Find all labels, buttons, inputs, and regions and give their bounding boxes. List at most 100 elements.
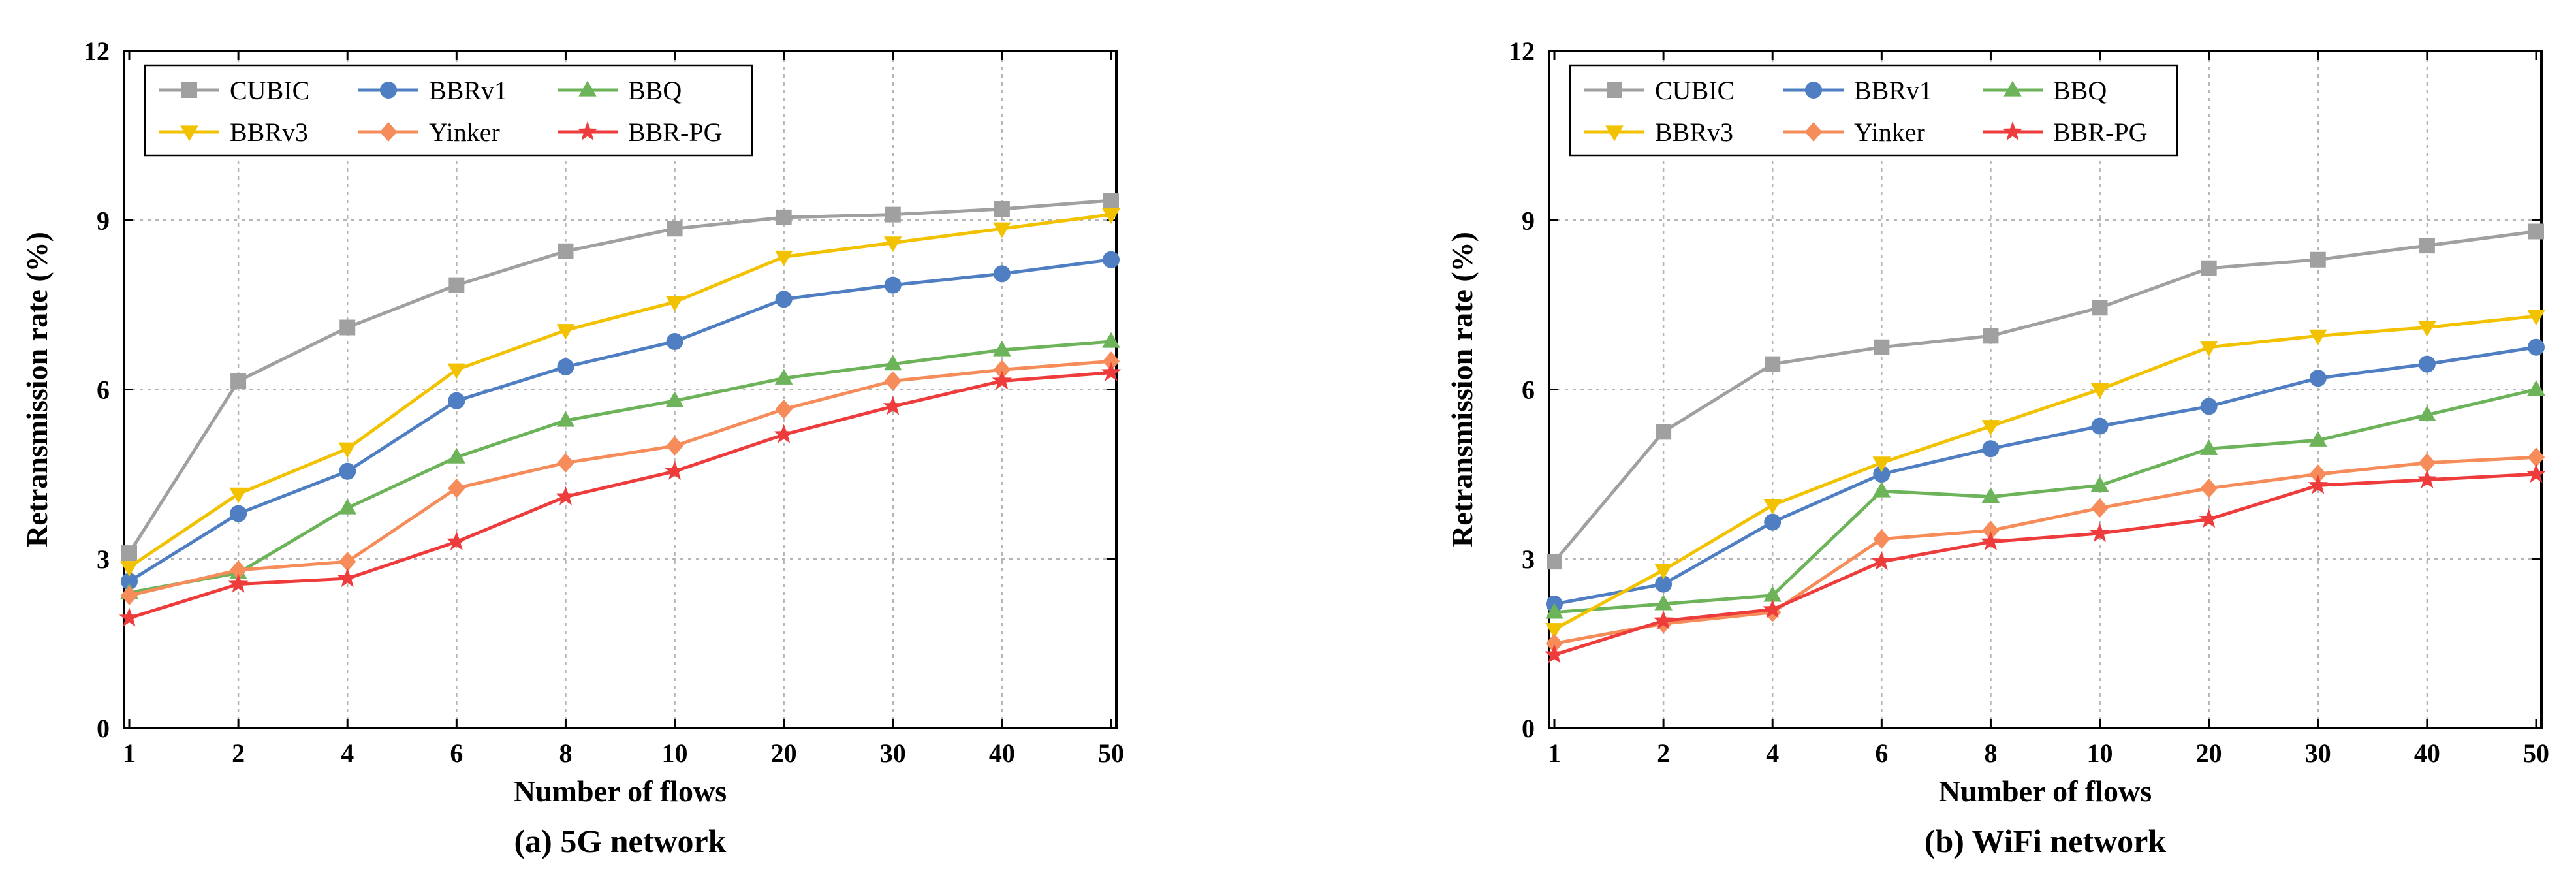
- series-cubic: [1547, 223, 2544, 570]
- legend-label: Yinker: [1854, 118, 1925, 147]
- data-point: [1102, 351, 1120, 372]
- legend-label: BBRv1: [429, 76, 507, 105]
- data-point: [119, 607, 140, 627]
- series-line: [128, 258, 1112, 583]
- data-point: [2418, 405, 2436, 421]
- data-point: [1763, 586, 1782, 602]
- legend-label: BBQ: [2053, 76, 2107, 105]
- legend-label: CUBIC: [230, 76, 309, 105]
- series-line: [1554, 472, 2537, 657]
- y-tick-label: 9: [97, 206, 110, 235]
- data-point: [1982, 520, 2000, 541]
- series-bbq: [1545, 380, 2545, 619]
- data-point: [666, 333, 683, 351]
- data-point: [447, 447, 466, 464]
- data-point: [448, 277, 465, 293]
- x-axis-title: Number of flows: [1939, 774, 2152, 808]
- data-point: [2309, 370, 2327, 387]
- data-point: [667, 221, 683, 237]
- data-point: [775, 291, 793, 308]
- series-bbr-pg: [119, 362, 1122, 627]
- series-line: [1553, 230, 2537, 563]
- legend-label: Yinker: [429, 118, 500, 147]
- legend-item-bbrv1: BBRv1: [1783, 76, 1932, 105]
- legend-marker: [380, 82, 397, 99]
- series-line: [1554, 345, 2537, 606]
- x-tick-label: 1: [123, 739, 136, 768]
- x-tick-label: 6: [450, 739, 463, 768]
- data-point: [1765, 356, 1781, 372]
- data-point: [2308, 329, 2327, 345]
- legend-label: BBRv1: [1854, 76, 1932, 105]
- legend-marker: [577, 121, 598, 141]
- data-point: [1873, 466, 1891, 483]
- x-tick-label: 10: [2087, 739, 2113, 768]
- data-point: [2199, 509, 2220, 528]
- legend-item-bbrv3: BBRv3: [159, 118, 308, 147]
- data-point: [2419, 238, 2435, 254]
- legend-label: BBR-PG: [628, 118, 723, 147]
- data-point: [1656, 424, 1672, 440]
- data-point: [229, 487, 247, 503]
- data-point: [993, 360, 1011, 380]
- data-point: [665, 295, 684, 311]
- legend-label: BBRv3: [1655, 118, 1733, 147]
- legend: CUBIC BBRv1 BBQ BBRv3 Yinker BBR-PG: [144, 64, 753, 157]
- data-point: [339, 552, 356, 572]
- data-point: [2528, 338, 2545, 356]
- legend-item-bbq: BBQ: [1983, 76, 2107, 105]
- series-line: [129, 359, 1112, 597]
- data-point: [1103, 251, 1120, 268]
- series-line: [129, 371, 1112, 620]
- y-tick-label: 12: [84, 37, 110, 66]
- legend-marker: [1605, 125, 1624, 142]
- data-point: [883, 396, 903, 415]
- y-tick-label: 12: [1509, 37, 1535, 66]
- data-point: [884, 276, 902, 294]
- data-point: [1872, 481, 1891, 498]
- series-line: [127, 199, 1112, 554]
- data-point: [1545, 623, 1563, 639]
- data-point: [1873, 529, 1891, 549]
- data-point: [775, 399, 793, 419]
- x-tick-label: 40: [2414, 739, 2440, 768]
- data-point: [339, 462, 356, 480]
- legend-marker: [180, 125, 198, 142]
- data-point: [1874, 339, 1890, 355]
- data-point: [666, 436, 683, 456]
- data-point: [1983, 328, 1999, 344]
- x-tick-label: 40: [989, 739, 1015, 768]
- x-tick-label: 6: [1875, 739, 1888, 768]
- data-point: [230, 505, 247, 522]
- y-tick-label: 9: [1522, 206, 1535, 235]
- data-point: [2309, 464, 2327, 485]
- data-point: [2092, 300, 2108, 316]
- legend-label: BBR-PG: [2053, 118, 2148, 147]
- data-point: [2090, 476, 2109, 492]
- data-point: [883, 355, 902, 371]
- panel-caption: (a) 5G network: [514, 823, 727, 859]
- data-point: [2418, 355, 2436, 373]
- data-point: [774, 250, 793, 266]
- legend-box: [144, 64, 753, 157]
- data-point: [2417, 469, 2438, 488]
- data-point: [2090, 522, 2110, 542]
- legend-label: BBRv3: [230, 118, 308, 147]
- series-bbrv1: [121, 251, 1120, 590]
- data-point: [338, 498, 357, 515]
- legend-item-bbq: BBQ: [558, 76, 682, 105]
- data-point: [556, 411, 575, 427]
- x-tick-label: 4: [1766, 739, 1779, 768]
- data-point: [2308, 430, 2327, 447]
- series-line: [1554, 388, 2537, 614]
- y-tick-label: 3: [1522, 545, 1535, 574]
- x-tick-label: 2: [232, 739, 245, 768]
- legend-marker: [1607, 82, 1622, 98]
- data-point: [1101, 362, 1122, 381]
- data-point: [446, 531, 467, 550]
- data-point: [1982, 440, 2000, 458]
- data-point: [120, 561, 138, 577]
- data-point: [2091, 498, 2109, 518]
- data-point: [1764, 513, 1782, 531]
- data-point: [338, 442, 357, 458]
